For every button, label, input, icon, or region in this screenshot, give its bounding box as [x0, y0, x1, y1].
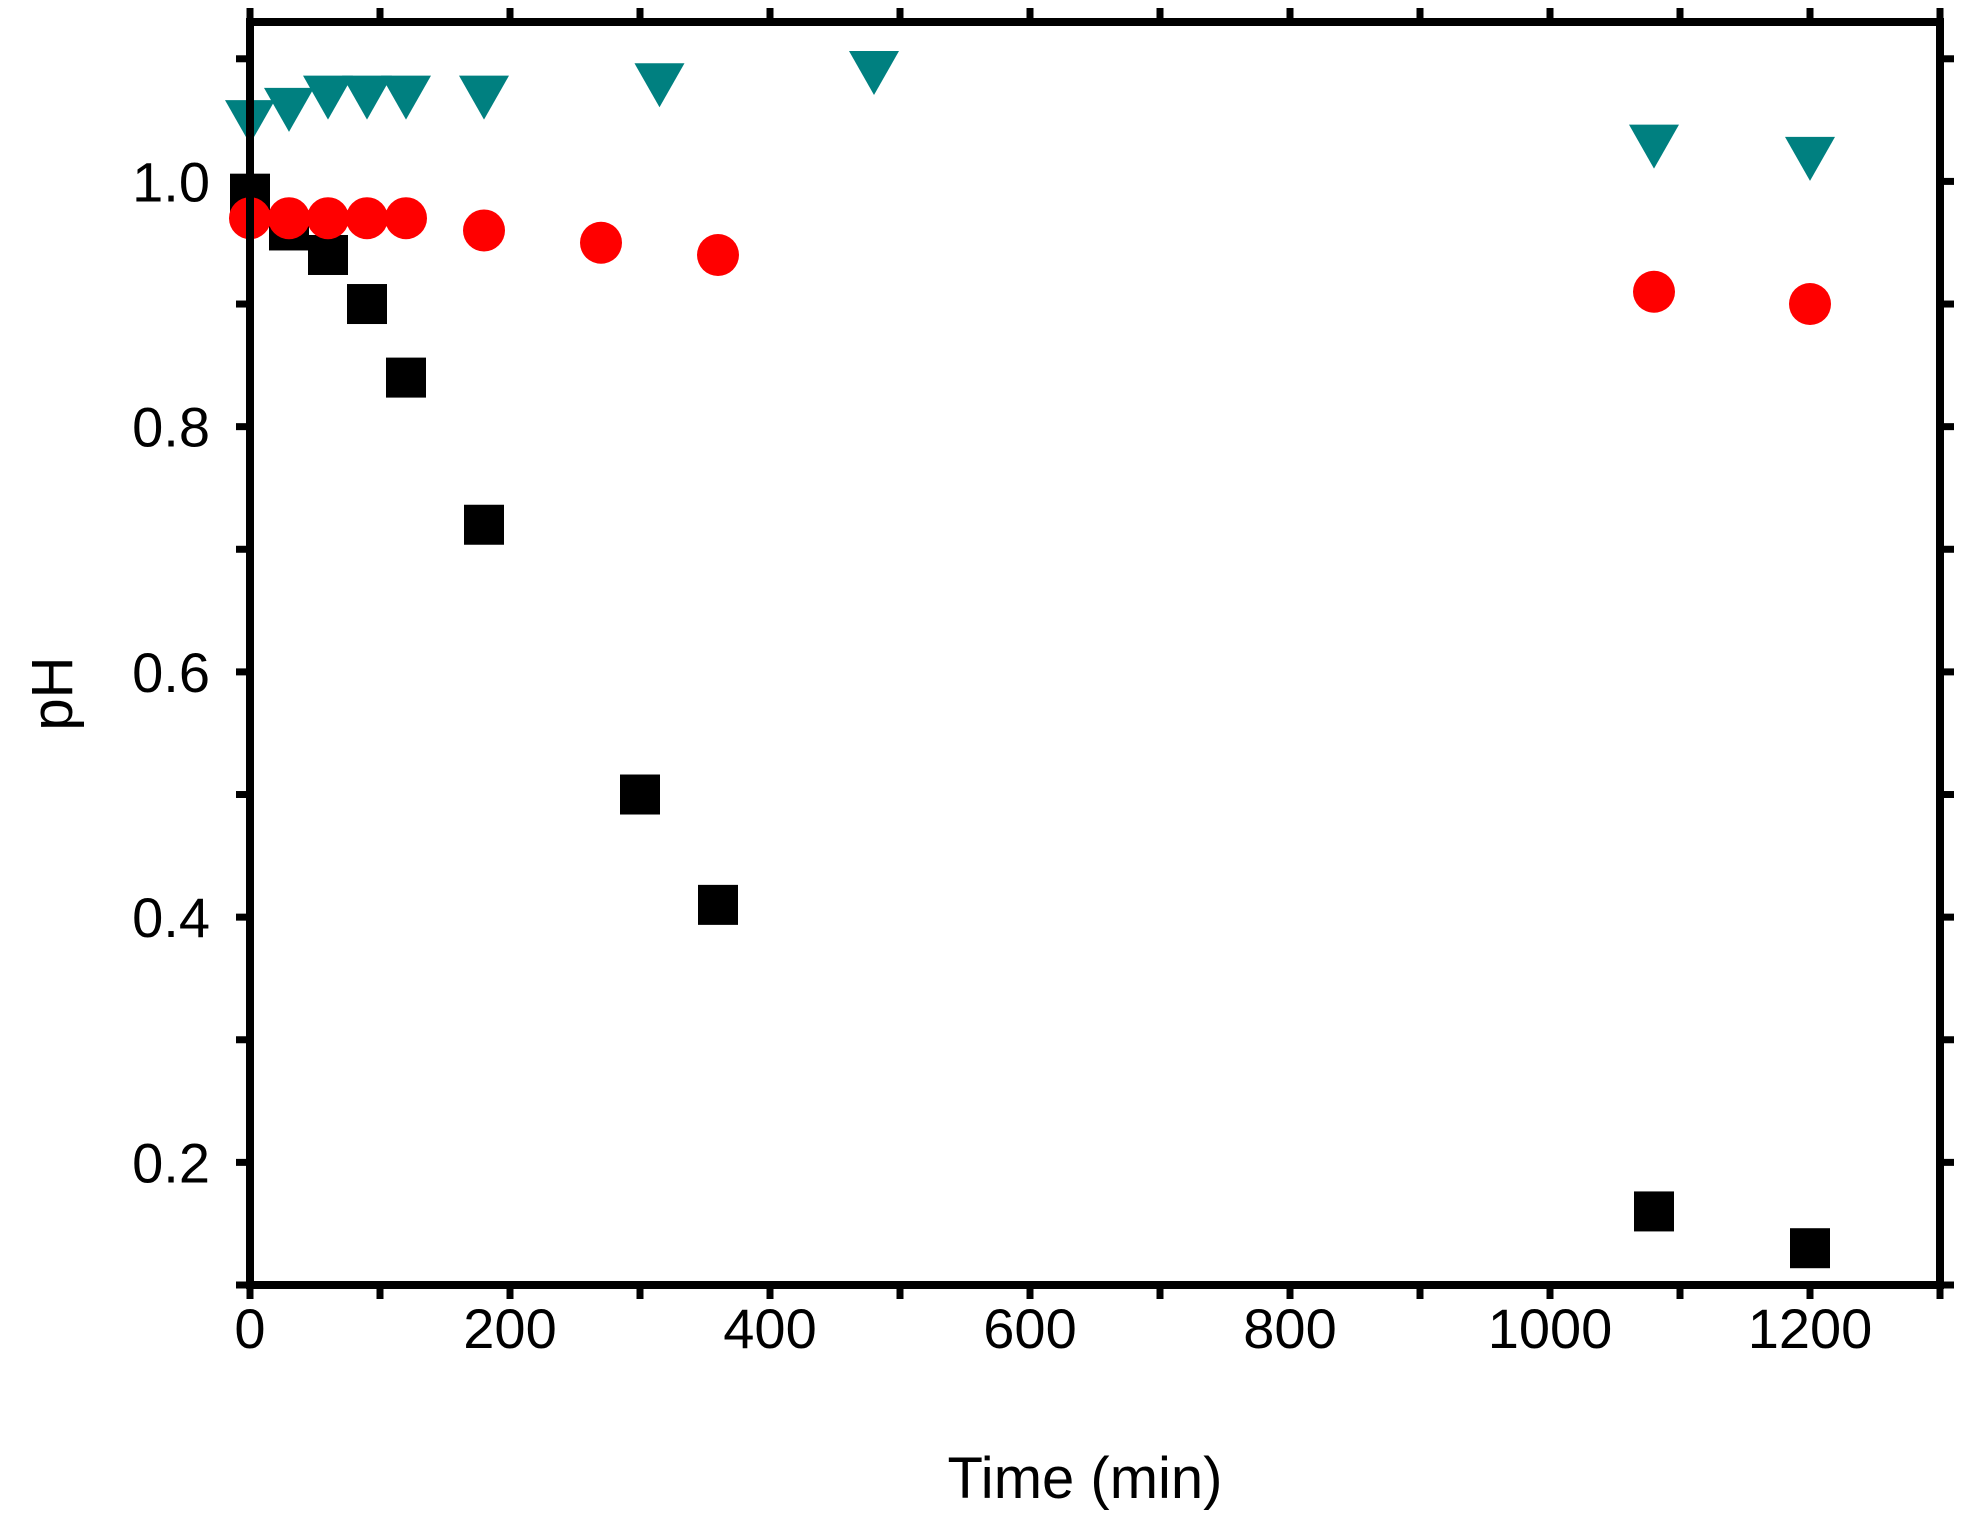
- series-2-point: [580, 221, 622, 264]
- y-tick-label: 0.2: [132, 1131, 210, 1194]
- y-tick-label: 0.8: [132, 396, 210, 459]
- y-tick-label: 0.6: [132, 641, 210, 704]
- x-tick-label: 400: [723, 1297, 816, 1360]
- x-tick-label: 1000: [1488, 1297, 1613, 1360]
- x-axis-label: Time (min): [948, 1446, 1223, 1511]
- series-3-point: [303, 75, 353, 120]
- series-1-point: [347, 284, 387, 325]
- series-3-point: [1785, 136, 1835, 181]
- series-1-point: [1634, 1191, 1674, 1232]
- series-2-point: [307, 197, 349, 240]
- plot-frame: [246, 18, 1944, 1289]
- series-1-point: [464, 504, 504, 545]
- series-2-point: [697, 233, 739, 276]
- axes-layer: 0 200 400 600 800 1000 1200 0.2 0.4 0.6 0.8 1.0: [132, 8, 1954, 1360]
- y-axis-label: pH: [20, 656, 85, 730]
- series-1-point: [1790, 1228, 1830, 1269]
- x-tick-label: 1200: [1748, 1297, 1873, 1360]
- series-2-point: [1789, 283, 1831, 326]
- x-tick-label: 200: [463, 1297, 556, 1360]
- x-tick-label: 600: [983, 1297, 1076, 1360]
- y-tick-label: 0.4: [132, 886, 210, 949]
- series-3-point: [264, 87, 314, 132]
- x-tick-label: 800: [1243, 1297, 1336, 1360]
- series-3-markers: [225, 51, 1835, 181]
- series-3-point: [849, 51, 899, 96]
- series-2-point: [346, 197, 388, 240]
- series-1-point: [386, 357, 426, 398]
- series-3-point: [459, 75, 509, 120]
- series-3-point: [1629, 124, 1679, 169]
- series-3-point: [342, 75, 392, 120]
- series-2-point: [268, 197, 310, 240]
- series-3-point: [634, 63, 685, 108]
- series-2-point: [1633, 270, 1675, 313]
- y-tick-label: 1.0: [132, 150, 210, 213]
- series-1-point: [620, 774, 660, 815]
- series-2-point: [385, 197, 427, 240]
- series-1-point: [308, 234, 348, 275]
- series-3-point: [381, 75, 431, 120]
- series-2-point: [463, 209, 505, 252]
- series-1-point: [698, 884, 738, 925]
- x-tick-label: 0: [234, 1297, 265, 1360]
